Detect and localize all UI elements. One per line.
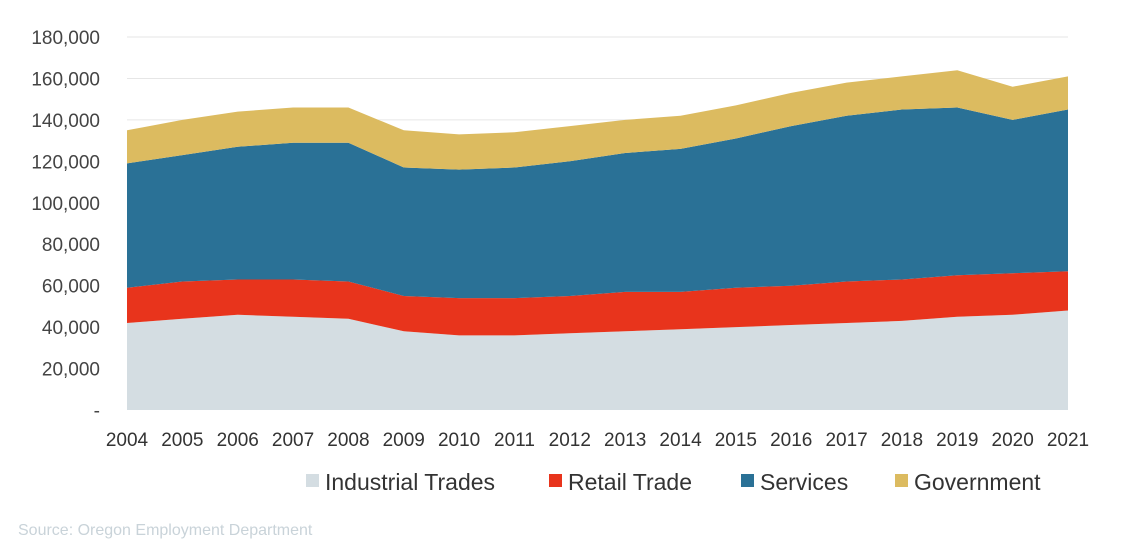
- x-tick-label: 2005: [161, 430, 203, 451]
- legend-label: Services: [760, 469, 848, 495]
- source-note: Source: Oregon Employment Department: [18, 522, 313, 539]
- y-tick-label: 60,000: [42, 277, 100, 298]
- area-industrial-trades: [127, 310, 1068, 410]
- legend-item: Services: [741, 469, 848, 495]
- y-tick-label: 140,000: [31, 111, 100, 132]
- legend-label: Industrial Trades: [325, 469, 495, 495]
- legend-item: Retail Trade: [549, 469, 692, 495]
- legend-swatch: [895, 474, 908, 487]
- legend-item: Industrial Trades: [306, 469, 495, 495]
- legend-label: Government: [914, 469, 1041, 495]
- legend-label: Retail Trade: [568, 469, 692, 495]
- x-axis-tick-labels: 2004 2005 2006 2007 2008 2009 2010 2011 2012 2013…: [106, 430, 1089, 451]
- legend-item: Government: [895, 469, 1041, 495]
- x-tick-label: 2017: [825, 430, 867, 451]
- legend-swatch: [741, 474, 754, 487]
- legend-swatch: [306, 474, 319, 487]
- x-tick-label: 2010: [438, 430, 480, 451]
- y-tick-label: 120,000: [31, 152, 100, 173]
- x-tick-label: 2009: [383, 430, 425, 451]
- y-axis-tick-labels: - 20,000 40,000 60,000 80,000 100,000 120,000 1…: [31, 28, 100, 422]
- y-tick-label: 100,000: [31, 194, 100, 215]
- x-tick-label: 2020: [992, 430, 1034, 451]
- y-tick-label: 180,000: [31, 28, 100, 49]
- legend: Industrial Trades Retail Trade Services Gov…: [306, 469, 1041, 495]
- x-tick-label: 2012: [549, 430, 591, 451]
- legend-swatch: [549, 474, 562, 487]
- x-tick-label: 2008: [327, 430, 369, 451]
- x-tick-label: 2013: [604, 430, 646, 451]
- y-tick-label: 80,000: [42, 235, 100, 256]
- y-tick-label: 160,000: [31, 69, 100, 90]
- x-tick-label: 2007: [272, 430, 314, 451]
- area-services: [127, 107, 1068, 299]
- x-tick-label: 2006: [217, 430, 259, 451]
- x-tick-label: 2011: [494, 430, 535, 451]
- x-tick-label: 2021: [1047, 430, 1089, 451]
- y-tick-label: 20,000: [42, 360, 100, 381]
- x-tick-label: 2019: [936, 430, 978, 451]
- x-tick-label: 2004: [106, 430, 149, 451]
- x-tick-label: 2014: [659, 430, 702, 451]
- x-tick-label: 2018: [881, 430, 923, 451]
- area-retail-trade: [127, 271, 1068, 336]
- area-series: [127, 70, 1068, 410]
- x-tick-label: 2016: [770, 430, 812, 451]
- y-tick-label: 40,000: [42, 318, 100, 339]
- area-government: [127, 70, 1068, 170]
- x-tick-label: 2015: [715, 430, 757, 451]
- y-tick-label: -: [94, 401, 100, 422]
